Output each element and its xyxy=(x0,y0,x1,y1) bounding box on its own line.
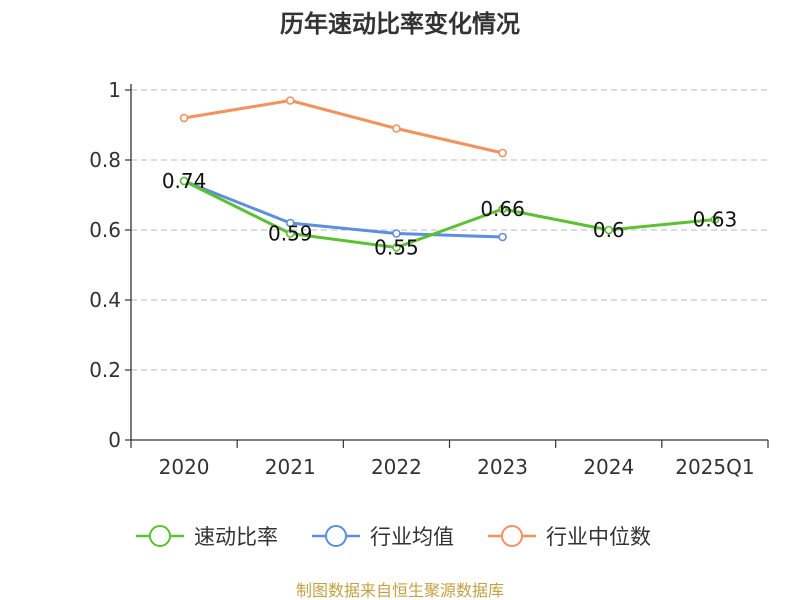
y-tick-label: 1 xyxy=(108,78,121,102)
data-point[interactable] xyxy=(498,232,507,242)
gridlines xyxy=(131,89,768,371)
series-group: 0.74 0.59 0.55 0.66 0.6 0.63 xyxy=(162,96,738,260)
series-line xyxy=(183,99,503,155)
data-point[interactable] xyxy=(285,229,295,238)
legend-marker-icon[interactable] xyxy=(501,525,523,547)
data-point[interactable] xyxy=(604,225,614,235)
legend[interactable]: 速动比率 行业均值 行业中位数 xyxy=(136,525,651,549)
data-label: 0.59 xyxy=(268,222,313,246)
data-point[interactable] xyxy=(285,218,295,228)
legend-label[interactable]: 行业中位数 xyxy=(546,525,651,549)
data-point[interactable] xyxy=(392,229,401,238)
axes: 0 0.2 0.4 0.6 0.8 1 2020 2021 2022 2023 2024 2025Q1 xyxy=(89,78,769,479)
data-point[interactable] xyxy=(179,176,189,186)
legend-marker-icon[interactable] xyxy=(325,525,347,547)
data-label: 0.55 xyxy=(374,236,419,260)
series-line xyxy=(183,179,716,249)
y-tick-label: 0.4 xyxy=(89,288,121,312)
data-point[interactable] xyxy=(392,243,401,252)
legend-marker-icon[interactable] xyxy=(149,525,171,547)
x-tick-label: 2022 xyxy=(371,455,422,479)
source-note: 制图数据来自恒生聚源数据库 xyxy=(296,581,504,600)
data-label: 0.66 xyxy=(480,197,525,221)
data-point[interactable] xyxy=(285,96,295,105)
series-line xyxy=(183,179,503,239)
data-label: 0.6 xyxy=(593,218,625,242)
data-point[interactable] xyxy=(392,124,401,133)
y-tick-label: 0.8 xyxy=(89,148,121,172)
x-tick-label: 2025Q1 xyxy=(675,455,754,479)
y-tick-label: 0.2 xyxy=(89,358,121,382)
data-point[interactable] xyxy=(179,113,189,123)
data-point[interactable] xyxy=(498,204,507,214)
x-tick-label: 2023 xyxy=(477,455,528,479)
x-tick-label: 2020 xyxy=(159,455,210,479)
data-point[interactable] xyxy=(710,215,720,224)
y-tick-label: 0.6 xyxy=(89,218,121,242)
legend-label[interactable]: 速动比率 xyxy=(194,525,278,549)
data-label: 0.63 xyxy=(693,208,738,232)
legend-label[interactable]: 行业均值 xyxy=(370,525,454,549)
chart-title: 历年速动比率变化情况 xyxy=(280,10,520,38)
data-point[interactable] xyxy=(498,148,507,158)
y-tick-label: 0 xyxy=(108,428,121,452)
x-tick-label: 2024 xyxy=(583,455,634,479)
data-label: 0.74 xyxy=(162,169,207,193)
x-tick-label: 2021 xyxy=(265,455,316,479)
